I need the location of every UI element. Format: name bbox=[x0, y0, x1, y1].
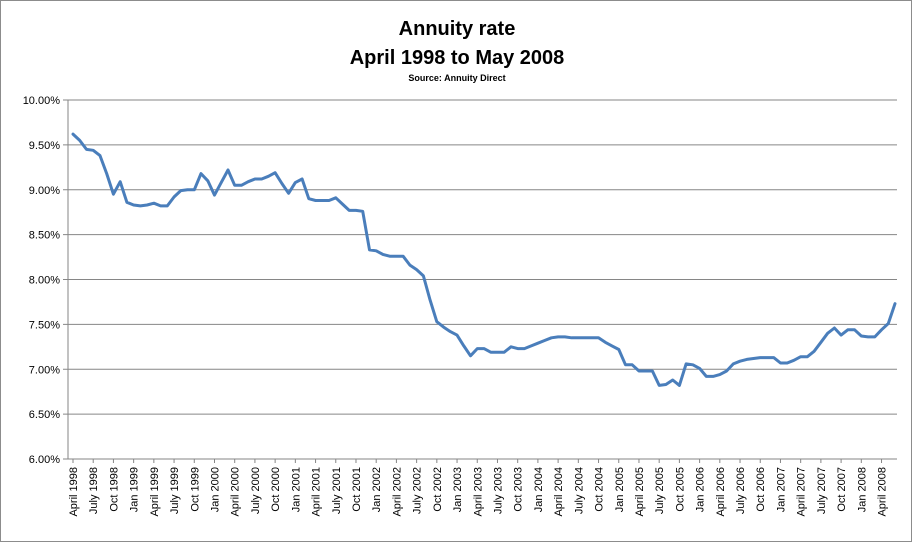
chart-title: Annuity rate bbox=[399, 18, 516, 40]
x-tick-label: July 2003 bbox=[492, 467, 504, 514]
x-tick-label: Oct 1999 bbox=[189, 467, 201, 512]
x-tick-label: July 2005 bbox=[654, 467, 666, 514]
x-tick-label: July 2006 bbox=[735, 467, 747, 514]
x-tick-label: July 2004 bbox=[573, 467, 585, 514]
x-tick-label: Jan 2007 bbox=[775, 467, 787, 512]
x-tick-label: April 2000 bbox=[230, 467, 242, 517]
x-tick-label: Oct 2007 bbox=[836, 467, 848, 512]
x-tick-label: Jan 2002 bbox=[371, 467, 383, 512]
x-tick-label: Jan 2006 bbox=[695, 467, 707, 512]
y-tick-label: 6.00% bbox=[29, 454, 60, 466]
x-tick-label: Jan 2008 bbox=[856, 467, 868, 512]
x-tick-label: Oct 2006 bbox=[755, 467, 767, 512]
x-tick-label: Jan 2005 bbox=[614, 467, 626, 512]
x-tick-label: Oct 2000 bbox=[270, 467, 282, 512]
y-tick-label: 8.50% bbox=[29, 230, 60, 242]
x-tick-label: Jan 2001 bbox=[290, 467, 302, 512]
x-tick-label: Jan 2004 bbox=[533, 467, 545, 512]
y-tick-label: 8.00% bbox=[29, 275, 60, 287]
x-tick-label: July 1998 bbox=[88, 467, 100, 514]
y-tick-label: 9.50% bbox=[29, 140, 60, 152]
x-tick-label: July 2000 bbox=[250, 467, 262, 514]
x-tick-label: April 1999 bbox=[149, 467, 161, 517]
x-tick-label: Jan 1999 bbox=[129, 467, 141, 512]
x-tick-label: April 2001 bbox=[311, 467, 323, 517]
x-axis-ticks: April 1998 July 1998 Oct 1998 Jan 1999 April… bbox=[68, 459, 889, 517]
x-tick-label: April 2008 bbox=[877, 467, 889, 517]
y-tick-label: 7.50% bbox=[29, 319, 60, 331]
chart-subtitle: April 1998 to May 2008 bbox=[350, 47, 565, 69]
x-tick-label: July 2002 bbox=[412, 467, 424, 514]
x-tick-label: April 2005 bbox=[634, 467, 646, 517]
x-tick-label: Oct 1998 bbox=[108, 467, 120, 512]
x-tick-label: April 2003 bbox=[472, 467, 484, 517]
x-tick-label: Oct 2004 bbox=[594, 467, 606, 512]
y-axis-ticks: 6.00% 6.50% 7.00% 7.50% 8.00% 8.50% 9.00% 9.50%… bbox=[23, 95, 68, 466]
y-tick-label: 6.50% bbox=[29, 409, 60, 421]
y-tick-label: 7.00% bbox=[29, 364, 60, 376]
chart-source: Source: Annuity Direct bbox=[408, 73, 505, 83]
series-group bbox=[71, 132, 897, 387]
series-line bbox=[71, 132, 897, 387]
x-tick-label: April 2004 bbox=[553, 467, 565, 517]
x-tick-label: July 2001 bbox=[331, 467, 343, 514]
x-tick-label: Oct 2001 bbox=[351, 467, 363, 512]
x-tick-label: Jan 2003 bbox=[452, 467, 464, 512]
gridlines bbox=[68, 99, 897, 460]
x-tick-label: April 2007 bbox=[796, 467, 808, 517]
x-tick-label: Oct 2003 bbox=[513, 467, 525, 512]
x-tick-label: Oct 2005 bbox=[674, 467, 686, 512]
x-tick-label: April 2006 bbox=[715, 467, 727, 517]
x-tick-label: April 2002 bbox=[391, 467, 403, 517]
x-tick-label: Jan 2000 bbox=[209, 467, 221, 512]
y-tick-label: 10.00% bbox=[23, 95, 61, 107]
x-tick-label: July 1999 bbox=[169, 467, 181, 514]
x-tick-label: July 2007 bbox=[816, 467, 828, 514]
y-tick-label: 9.00% bbox=[29, 185, 60, 197]
x-tick-label: Oct 2002 bbox=[432, 467, 444, 512]
axes bbox=[67, 100, 897, 460]
x-tick-label: April 1998 bbox=[68, 467, 80, 517]
